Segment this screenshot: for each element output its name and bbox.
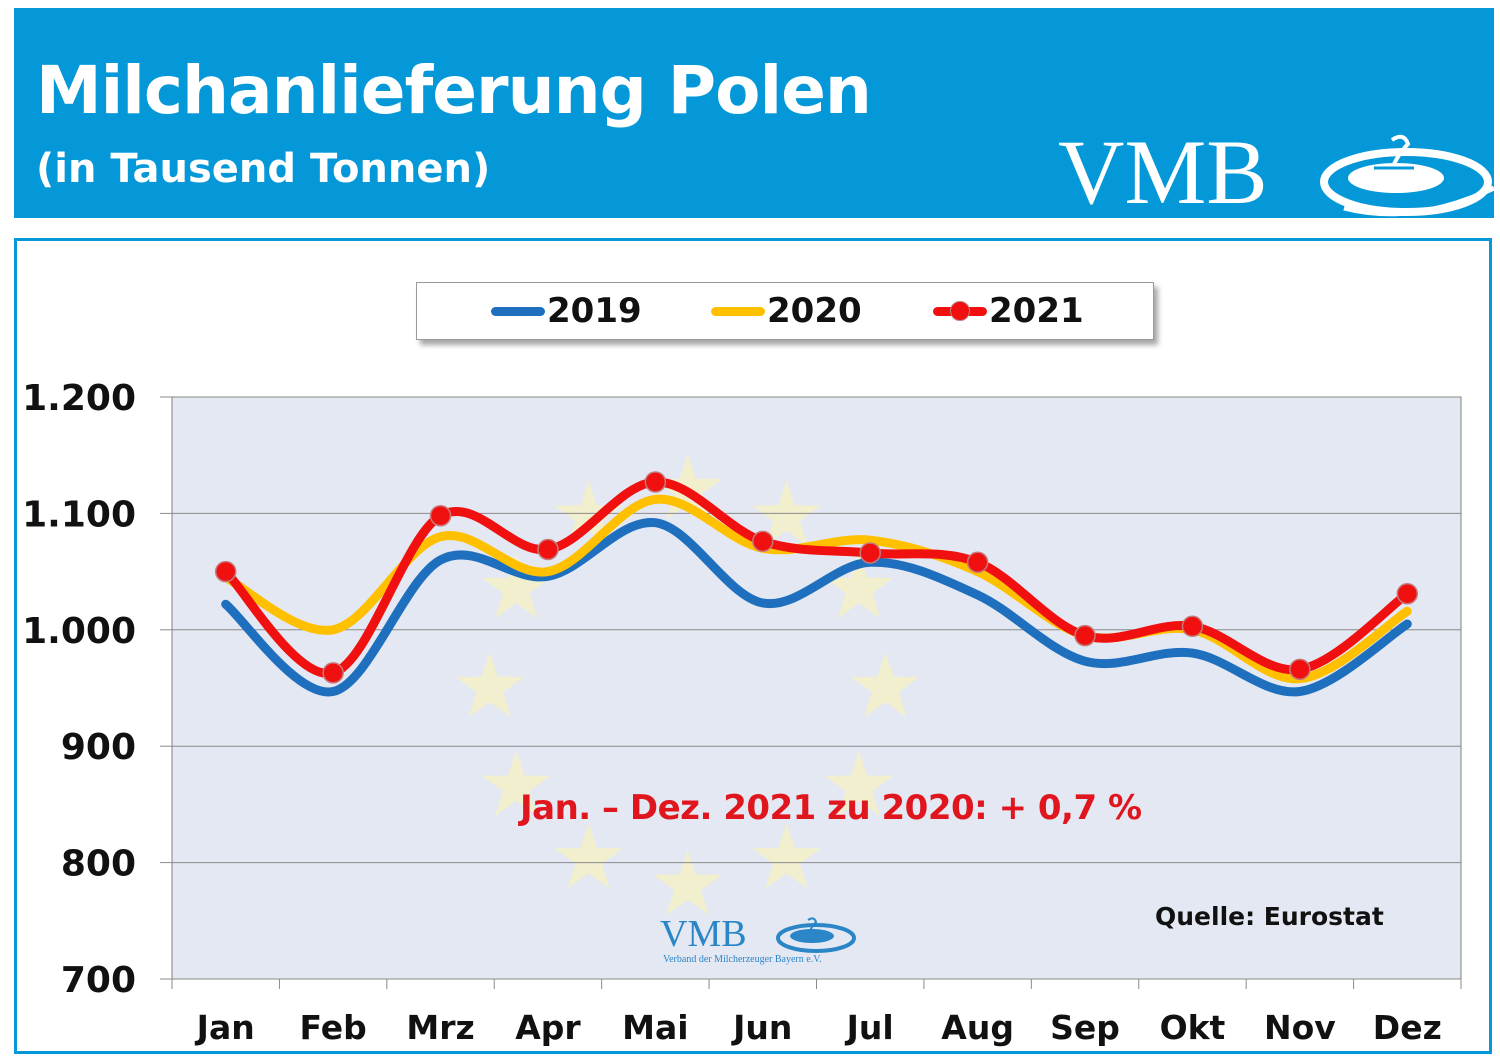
eu-star-icon bbox=[824, 750, 894, 817]
y-tick-label: 900 bbox=[61, 727, 136, 768]
y-tick-label: 1.000 bbox=[22, 611, 136, 652]
eu-star-icon bbox=[455, 652, 524, 718]
data-point-2021 bbox=[322, 662, 344, 684]
legend-label-2020: 2020 bbox=[767, 291, 862, 331]
x-tick-label: Dez bbox=[1373, 1008, 1442, 1047]
vmb-swoosh-icon bbox=[1320, 134, 1494, 217]
data-point-2021 bbox=[752, 530, 774, 553]
data-point-2021 bbox=[214, 560, 237, 583]
data-point-2021 bbox=[966, 551, 989, 574]
x-tick-label: Apr bbox=[515, 1008, 581, 1047]
eu-star-icon bbox=[653, 849, 722, 915]
data-point-2021 bbox=[1074, 624, 1096, 647]
data-point-2021 bbox=[1396, 582, 1419, 605]
y-tick-label: 800 bbox=[61, 844, 136, 885]
data-point-2021 bbox=[537, 538, 559, 561]
legend-swatch-2019 bbox=[489, 291, 547, 331]
chart-title: Milchanlieferung Polen bbox=[36, 52, 872, 129]
eu-star-icon bbox=[824, 553, 894, 619]
legend-swatch-2021 bbox=[931, 291, 989, 331]
vmb-logo: VMB bbox=[1054, 126, 1494, 218]
y-tick-label: 700 bbox=[61, 960, 136, 1001]
series-lines bbox=[214, 471, 1419, 697]
data-point-2021 bbox=[1181, 615, 1204, 638]
plot-area bbox=[171, 396, 1462, 980]
chart-subtitle: (in Tausend Tonnen) bbox=[36, 146, 491, 192]
data-point-2021 bbox=[859, 542, 881, 564]
x-tick-label: Jun bbox=[731, 1008, 792, 1047]
eu-star-icon bbox=[554, 823, 623, 889]
chart-header: Milchanlieferung Polen (in Tausend Tonne… bbox=[14, 8, 1494, 218]
x-axis-ticks: Jan Feb Mrz Apr Mai Jun Jul Aug Sep Okt Nov Dez bbox=[171, 979, 1462, 1047]
x-tick-label: Mai bbox=[622, 1008, 688, 1047]
vmb-watermark-swoosh-icon bbox=[776, 917, 856, 953]
x-tick-label: Jul bbox=[845, 1008, 894, 1047]
eu-star-icon bbox=[482, 553, 551, 619]
series-line-2019 bbox=[221, 518, 1412, 697]
legend-label-2021: 2021 bbox=[989, 291, 1084, 331]
x-tick-label: Feb bbox=[300, 1008, 367, 1047]
y-tick-label: 1.100 bbox=[22, 494, 136, 535]
x-tick-label: Mrz bbox=[406, 1008, 474, 1047]
y-tick-label: 1.200 bbox=[22, 378, 136, 419]
data-point-2021 bbox=[429, 504, 452, 527]
eu-star-icon bbox=[752, 823, 821, 889]
vmb-logo-text: VMB bbox=[1058, 121, 1268, 223]
source-note: Quelle: Eurostat bbox=[1155, 902, 1384, 931]
chart-legend: 2019 2020 2021 bbox=[416, 282, 1154, 340]
legend-item-2021: 2021 bbox=[931, 291, 1084, 331]
y-axis-ticks: 700 800 900 1.000 1.100 1.200 bbox=[22, 378, 172, 1001]
legend-swatch-2020 bbox=[709, 291, 767, 331]
x-tick-label: Nov bbox=[1264, 1008, 1336, 1047]
legend-item-2019: 2019 bbox=[489, 291, 642, 331]
eu-star-icon bbox=[653, 454, 722, 520]
x-tick-label: Sep bbox=[1050, 1008, 1120, 1047]
data-point-2021 bbox=[1289, 658, 1311, 681]
data-point-2021 bbox=[644, 471, 667, 493]
eu-star-icon bbox=[851, 652, 920, 718]
legend-item-2020: 2020 bbox=[709, 291, 862, 331]
vmb-watermark-text: VMB bbox=[660, 913, 747, 955]
legend-label-2019: 2019 bbox=[547, 291, 642, 331]
vmb-watermark-logo: VMB Verband der Milcherzeuger Bayern e.V… bbox=[660, 914, 870, 970]
vmb-watermark-subtext: Verband der Milcherzeuger Bayern e.V. bbox=[663, 954, 822, 965]
x-tick-label: Aug bbox=[941, 1008, 1014, 1047]
eu-star-icon bbox=[482, 750, 551, 817]
chart-annotation: Jan. – Dez. 2021 zu 2020: + 0,7 % bbox=[520, 788, 1142, 828]
x-tick-label: Jan bbox=[195, 1008, 255, 1047]
x-tick-label: Okt bbox=[1160, 1008, 1226, 1047]
